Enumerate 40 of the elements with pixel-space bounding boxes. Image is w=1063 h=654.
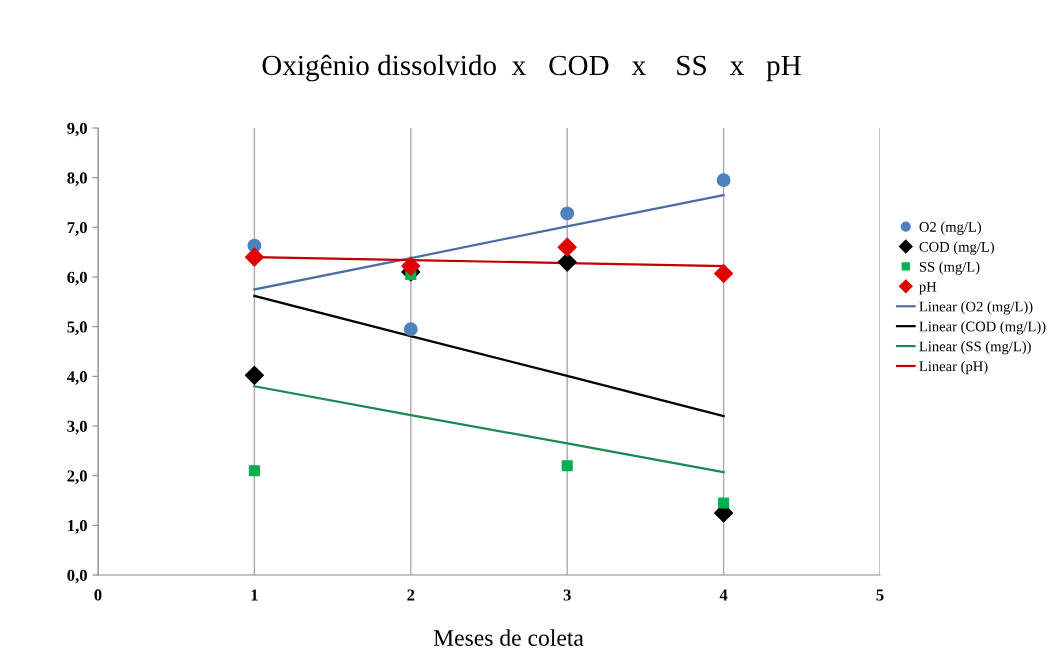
x-tick-label: 0 [94, 589, 102, 601]
x-axis-title: Meses de coleta [433, 629, 584, 646]
x-tick-label: 3 [563, 589, 571, 601]
legend-label: COD (mg/L) [919, 241, 995, 255]
point [244, 247, 264, 267]
y-tick-label: 7,0 [67, 222, 87, 236]
x-tick-label: 4 [719, 589, 728, 601]
point [403, 322, 418, 337]
point [714, 263, 734, 284]
y-tick-label: 0,0 [67, 569, 87, 584]
point [557, 252, 577, 272]
line-series [253, 294, 725, 418]
point [561, 460, 573, 472]
y-tick-label: 4,0 [66, 371, 87, 385]
y-tick-label: 3,0 [67, 420, 87, 435]
legend-label: Linear (O2 (mg/L)) [919, 301, 1033, 315]
point [248, 465, 260, 477]
legend-label: pH [919, 281, 937, 295]
point [718, 497, 730, 509]
legend-label: Linear (pH) [919, 360, 988, 375]
point [560, 206, 575, 221]
line-series [253, 193, 725, 291]
y-tick-label: 5,0 [67, 321, 87, 336]
point [716, 173, 731, 188]
y-tick-label: 9,0 [67, 122, 87, 137]
x-tick-label: 5 [876, 589, 884, 601]
legend-label: Linear (COD (mg/L)) [919, 321, 1046, 335]
point [557, 237, 577, 257]
legend-label: O2 (mg/L) [919, 221, 982, 235]
point [401, 256, 421, 276]
y-tick-label: 6,0 [67, 271, 87, 286]
y-tick-label: 8,0 [67, 172, 87, 187]
x-tick-label: 1 [251, 589, 258, 601]
y-tick-label: 1,0 [68, 520, 87, 534]
legend-label: SS (mg/L) [919, 261, 980, 275]
legend-label: Linear (SS (mg/L)) [919, 341, 1031, 355]
chart-title: Oxigênio dissolvido x COD x SS x pH [262, 54, 801, 82]
point [244, 365, 264, 385]
x-tick-label: 2 [407, 589, 415, 601]
y-tick-label: 2,0 [67, 470, 87, 485]
